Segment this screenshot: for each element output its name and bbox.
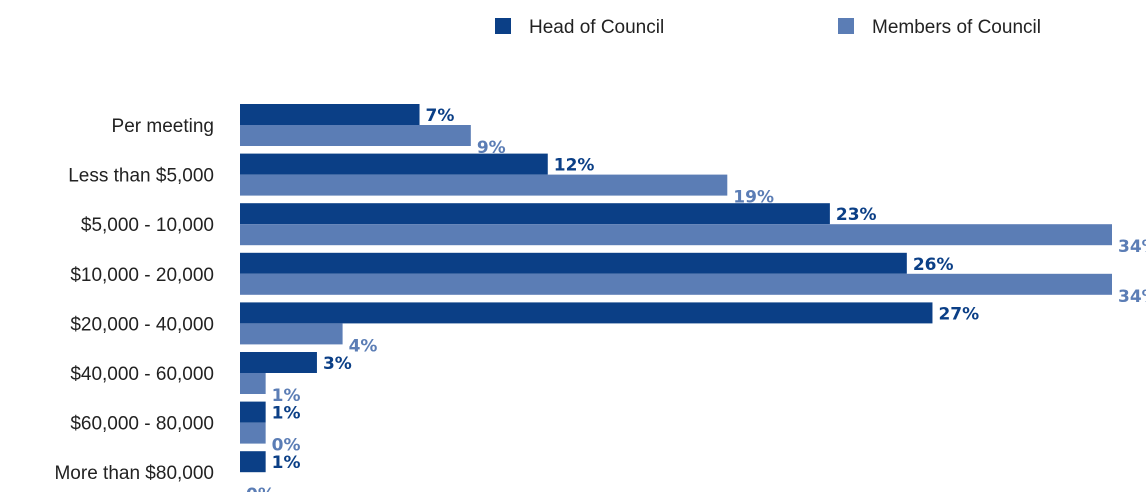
value-label-2-1: 34%	[1118, 237, 1146, 257]
bar-2-1	[240, 224, 1112, 246]
legend-label-0: Head of Council	[529, 17, 664, 38]
category-label-1: Less than $5,000	[68, 166, 214, 187]
bar-1-1	[240, 174, 728, 196]
legend-label-1: Members of Council	[872, 17, 1041, 38]
bar-5-1	[240, 373, 266, 394]
bar-3-1	[240, 273, 1112, 295]
value-label-3-0: 26%	[913, 255, 954, 275]
category-label-3: $10,000 - 20,000	[70, 265, 214, 286]
bar-6-1	[240, 422, 266, 444]
value-label-7-1: 0%	[246, 485, 275, 492]
bar-0-0	[240, 104, 420, 125]
value-label-1-0: 12%	[554, 156, 595, 176]
bar-5-0	[240, 352, 317, 373]
value-label-5-1: 1%	[272, 386, 301, 406]
value-label-0-1: 9%	[477, 138, 506, 158]
value-label-4-0: 27%	[938, 304, 979, 324]
value-label-2-0: 23%	[836, 205, 877, 225]
value-label-7-0: 1%	[272, 453, 301, 473]
bar-0-1	[240, 125, 471, 146]
bar-3-0	[240, 252, 907, 274]
legend-swatch-1	[838, 18, 854, 34]
category-label-0: Per meeting	[112, 116, 214, 137]
category-label-2: $5,000 - 10,000	[81, 215, 214, 236]
value-label-0-0: 7%	[426, 106, 455, 126]
value-label-1-1: 19%	[733, 188, 774, 208]
category-label-5: $40,000 - 60,000	[70, 364, 214, 385]
category-label-4: $20,000 - 40,000	[70, 314, 214, 335]
data-labels: 7%9%12%19%23%34%26%34%27%4%3%1%1%0%1%0%	[246, 106, 1146, 492]
bar-1-0	[240, 153, 548, 175]
value-label-5-0: 3%	[323, 354, 352, 374]
legend-swatch-0	[495, 18, 511, 34]
chart-legend: Head of Council Members of Council	[495, 17, 1041, 38]
category-axis: Per meeting Less than $5,000 $5,000 - 10,0…	[54, 116, 214, 484]
value-label-6-1: 0%	[272, 436, 301, 456]
bars-group	[240, 104, 1112, 473]
value-label-3-1: 34%	[1118, 287, 1146, 307]
value-label-6-0: 1%	[272, 404, 301, 424]
bar-4-1	[240, 323, 343, 345]
bar-2-0	[240, 203, 830, 225]
value-label-4-1: 4%	[349, 336, 378, 356]
category-label-6: $60,000 - 80,000	[70, 414, 214, 435]
bar-4-0	[240, 302, 933, 324]
bar-6-0	[240, 401, 266, 423]
category-label-7: More than $80,000	[54, 463, 214, 484]
bar-7-0	[240, 451, 266, 473]
